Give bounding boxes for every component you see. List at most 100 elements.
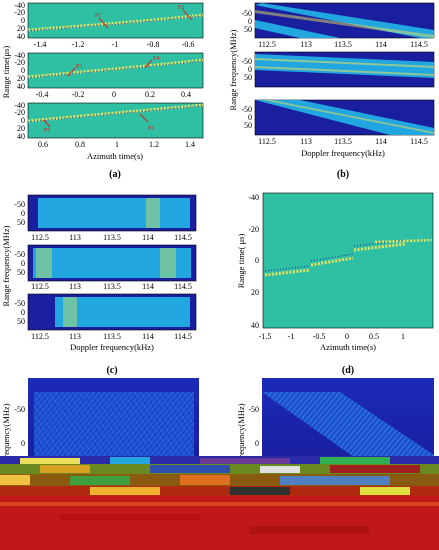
- a3-xtick-4: 1.4: [185, 140, 195, 149]
- panel-c-hl-2a: [36, 248, 52, 278]
- panel-d-xlabel: Azimuth time(s): [320, 342, 376, 352]
- panel-e-pattern-2: [34, 392, 194, 458]
- panel-a-trace-2b: [27, 60, 204, 79]
- panel-f: -50 0 frequency(MHz): [236, 378, 434, 461]
- panel-b-band-3: [255, 100, 434, 135]
- b1-xtick-0: 112.5: [258, 40, 276, 49]
- c2-xtick-2: 113.5: [103, 282, 121, 291]
- f-ytick-1: 0: [255, 439, 259, 448]
- b1-ytick-1: 0: [248, 17, 252, 26]
- glitch-blocks: [0, 456, 439, 550]
- a3-ytick-2: 0: [21, 116, 25, 125]
- c1-xtick-0: 112.5: [31, 233, 49, 242]
- c2-xtick-4: 114.5: [174, 282, 192, 291]
- a2-xtick-2: 0: [112, 90, 116, 99]
- panel-a-plot-1: [27, 2, 204, 39]
- a2-xtick-0: -0.4: [36, 90, 49, 99]
- a2-ytick-3: 20: [17, 74, 25, 83]
- a1-ytick-1: -20: [14, 8, 25, 17]
- c2-ytick-0: -50: [14, 250, 25, 259]
- b1-ytick-0: -50: [241, 9, 252, 18]
- a3-ytick-4: 40: [17, 132, 25, 141]
- a2-ytick-2: 0: [21, 66, 25, 75]
- a2-ytick-0: -40: [14, 51, 25, 60]
- b1-ytick-2: 50: [244, 25, 252, 34]
- panel-d: -40 -20 0 20 40 -1.5 -1 -0.5 0 0.5 1 Azi…: [236, 192, 434, 376]
- b3-xtick-0: 112.5: [258, 137, 276, 146]
- a1-ytick-3: 20: [17, 24, 25, 33]
- c2-ytick-1: 0: [21, 259, 25, 268]
- marker-p4: P4: [153, 56, 159, 62]
- panel-a-trace-3: [27, 103, 204, 123]
- f-ytick-0: -50: [248, 405, 259, 414]
- marker-p3: P3: [76, 64, 82, 70]
- a3-ytick-3: 20: [17, 124, 25, 133]
- d-xtick-3: 0: [345, 332, 349, 341]
- c3-xtick-2: 113.5: [103, 332, 121, 341]
- a2-xtick-3: 0.2: [145, 90, 155, 99]
- panel-b-band-1b: [255, 20, 340, 38]
- c1-ytick-2: 50: [17, 218, 25, 227]
- panel-d-plot: [262, 192, 434, 329]
- panel-c-band-1: [38, 198, 190, 228]
- c1-ytick-1: 0: [21, 209, 25, 218]
- d-ytick-3: 20: [251, 288, 259, 297]
- c3-ytick-0: -50: [14, 299, 25, 308]
- c3-xtick-1: 113: [69, 332, 81, 341]
- panel-c-ylabel: Range frequency(MHz): [1, 225, 11, 306]
- a2-ytick-4: 40: [17, 82, 25, 91]
- a1-xtick-3: -0.8: [147, 40, 160, 49]
- d-ytick-1: -20: [248, 225, 259, 234]
- c2-xtick-0: 112.5: [31, 282, 49, 291]
- c3-xtick-0: 112.5: [31, 332, 49, 341]
- corrupted-image-region: [0, 456, 439, 550]
- a1-xtick-4: -0.6: [182, 40, 195, 49]
- d-xtick-2: -0.5: [313, 332, 326, 341]
- a3-xtick-0: 0.6: [38, 140, 48, 149]
- a2-xtick-4: 0.4: [181, 90, 191, 99]
- e-ytick-1: 0: [21, 439, 25, 448]
- panel-b-band-2c: [255, 66, 434, 76]
- panel-a-plot-2: [27, 52, 204, 89]
- b1-xtick-2: 113.5: [334, 40, 352, 49]
- c2-xtick-1: 113: [69, 282, 81, 291]
- panel-b: -50 0 50 -50 0 50 -50 0 50 112.5 113 113…: [228, 2, 435, 180]
- panel-b-band-2b: [255, 58, 434, 68]
- c1-xtick-4: 114.5: [174, 233, 192, 242]
- panel-a-trace-2: [27, 58, 204, 79]
- c1-ytick-0: -50: [14, 200, 25, 209]
- panel-a-trace-1b: [27, 15, 204, 32]
- a3-ytick-0: -40: [14, 101, 25, 110]
- c2-ytick-2: 50: [17, 268, 25, 277]
- b3-xtick-1: 113: [300, 137, 312, 146]
- panel-e-ylabel: frequency(MHz): [1, 403, 11, 460]
- c3-ytick-2: 50: [17, 317, 25, 326]
- panel-a-trace-1: [27, 13, 204, 32]
- a3-xtick-2: 1: [115, 140, 119, 149]
- panel-a-caption: (a): [109, 169, 121, 180]
- marker-p1: P1: [95, 13, 101, 19]
- a1-xtick-1: -1.2: [72, 40, 85, 49]
- a1-xtick-0: -1.4: [34, 40, 47, 49]
- b3-xtick-4: 114.5: [410, 137, 428, 146]
- panel-d-caption: (d): [342, 365, 354, 376]
- d-ytick-4: 40: [251, 321, 259, 330]
- e-ytick-0: -50: [14, 405, 25, 414]
- b3-xtick-3: 114: [375, 137, 387, 146]
- b1-xtick-3: 114: [375, 40, 387, 49]
- panel-d-traces: [264, 238, 433, 277]
- c1-xtick-3: 114: [142, 233, 154, 242]
- panel-a-plot-3: [27, 102, 204, 139]
- panel-a-xlabel: Azimuth time(s): [87, 151, 143, 161]
- a1-ytick-2: 0: [21, 16, 25, 25]
- a2-xtick-1: -0.2: [72, 90, 85, 99]
- panel-b-band-1c: [255, 10, 434, 38]
- c1-xtick-2: 113.5: [103, 233, 121, 242]
- b2-ytick-1: 0: [248, 65, 252, 74]
- panel-b-xlabel: Doppler frequency(kHz): [301, 148, 385, 158]
- c3-xtick-4: 114.5: [174, 332, 192, 341]
- panel-c-band-3: [55, 297, 190, 327]
- a1-ytick-0: -40: [14, 1, 25, 10]
- a3-ytick-1: -20: [14, 108, 25, 117]
